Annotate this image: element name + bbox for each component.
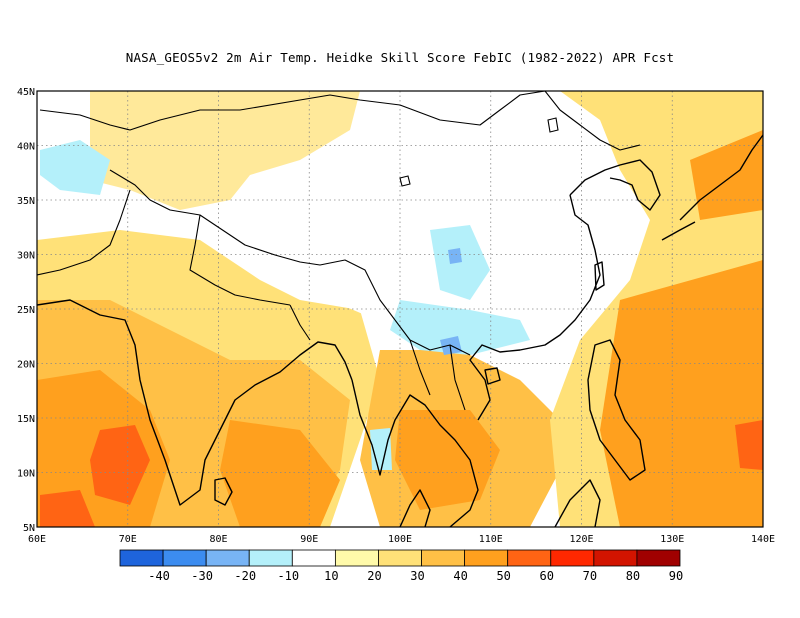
lakes — [399, 117, 559, 187]
lon-tick-label: 60E — [28, 534, 46, 545]
colorbar-swatch — [550, 549, 595, 567]
lon-tick-label: 90E — [300, 534, 318, 545]
colorbar: -40 -30 -20 -10 10 20 30 40 50 60 70 80 90 — [119, 549, 683, 583]
region-cool-west — [40, 140, 110, 195]
region-japan-warm — [690, 130, 763, 220]
grid-lines — [37, 91, 763, 527]
colorbar-swatch — [507, 549, 552, 567]
colorbar-label: -20 — [234, 569, 256, 583]
lat-tick-label: 5N — [23, 523, 35, 534]
region-india-hotspot — [90, 425, 150, 505]
colorbar-label: 60 — [540, 569, 554, 583]
colorbar-label: -10 — [277, 569, 299, 583]
map-frame — [36, 90, 764, 528]
colorbar-label: 80 — [626, 569, 640, 583]
region-cool-south — [390, 300, 530, 355]
lon-tick-label: 70E — [119, 534, 137, 545]
lon-tick-label: 110E — [479, 534, 503, 545]
latitude-tick-labels: 45N 40N 35N 30N 25N 20N 15N 10N 5N — [17, 87, 35, 534]
colorbar-swatch — [464, 549, 509, 567]
longitude-tick-labels: 60E 70E 80E 90E 100E 110E 120E 130E 140E — [28, 534, 775, 545]
map-title: NASA_GEOS5v2 2m Air Temp. Heidke Skill S… — [125, 50, 675, 65]
colorbar-swatch — [291, 549, 336, 567]
lat-tick-label: 45N — [17, 87, 35, 98]
colorbar-swatch — [636, 549, 681, 567]
colorbar-swatch — [119, 549, 164, 567]
colorbar-label: 10 — [324, 569, 338, 583]
colorbar-label: 30 — [410, 569, 424, 583]
lat-tick-label: 25N — [17, 305, 35, 316]
lat-tick-label: 10N — [17, 469, 35, 480]
region-bay-bengal — [220, 420, 340, 527]
colorbar-swatch — [248, 549, 293, 567]
colorbar-swatch — [334, 549, 379, 567]
lon-tick-label: 80E — [209, 534, 227, 545]
lat-tick-label: 15N — [17, 414, 35, 425]
lon-tick-label: 130E — [660, 534, 684, 545]
colorbar-swatch — [593, 549, 638, 567]
colorbar-swatch — [162, 549, 207, 567]
colorbar-label: 40 — [453, 569, 467, 583]
lat-tick-label: 30N — [17, 251, 35, 262]
region-cool-core-2 — [448, 248, 462, 264]
colorbar-swatch — [205, 549, 250, 567]
coastlines — [37, 91, 763, 527]
colorbar-swatch — [378, 549, 422, 567]
colorbar-label: -40 — [148, 569, 170, 583]
lon-tick-label: 100E — [388, 534, 412, 545]
lat-tick-label: 40N — [17, 142, 35, 153]
colorbar-label: -30 — [191, 569, 213, 583]
lon-tick-label: 120E — [569, 534, 593, 545]
lon-tick-label: 140E — [751, 534, 775, 545]
region-pacific-hotspot — [735, 420, 763, 470]
region-indochina-core — [395, 410, 500, 510]
colorbar-swatch — [421, 549, 466, 567]
colorbar-label: 70 — [583, 569, 597, 583]
region-india-hotspot-2 — [40, 490, 95, 527]
colorbar-label: 20 — [367, 569, 381, 583]
region-tibet-china — [240, 110, 620, 345]
region-cool-central — [430, 225, 490, 300]
lat-tick-label: 20N — [17, 360, 35, 371]
lat-tick-label: 35N — [17, 196, 35, 207]
colorbar-label: 90 — [669, 569, 683, 583]
shaded-field — [37, 91, 763, 527]
colorbar-label: 50 — [496, 569, 510, 583]
